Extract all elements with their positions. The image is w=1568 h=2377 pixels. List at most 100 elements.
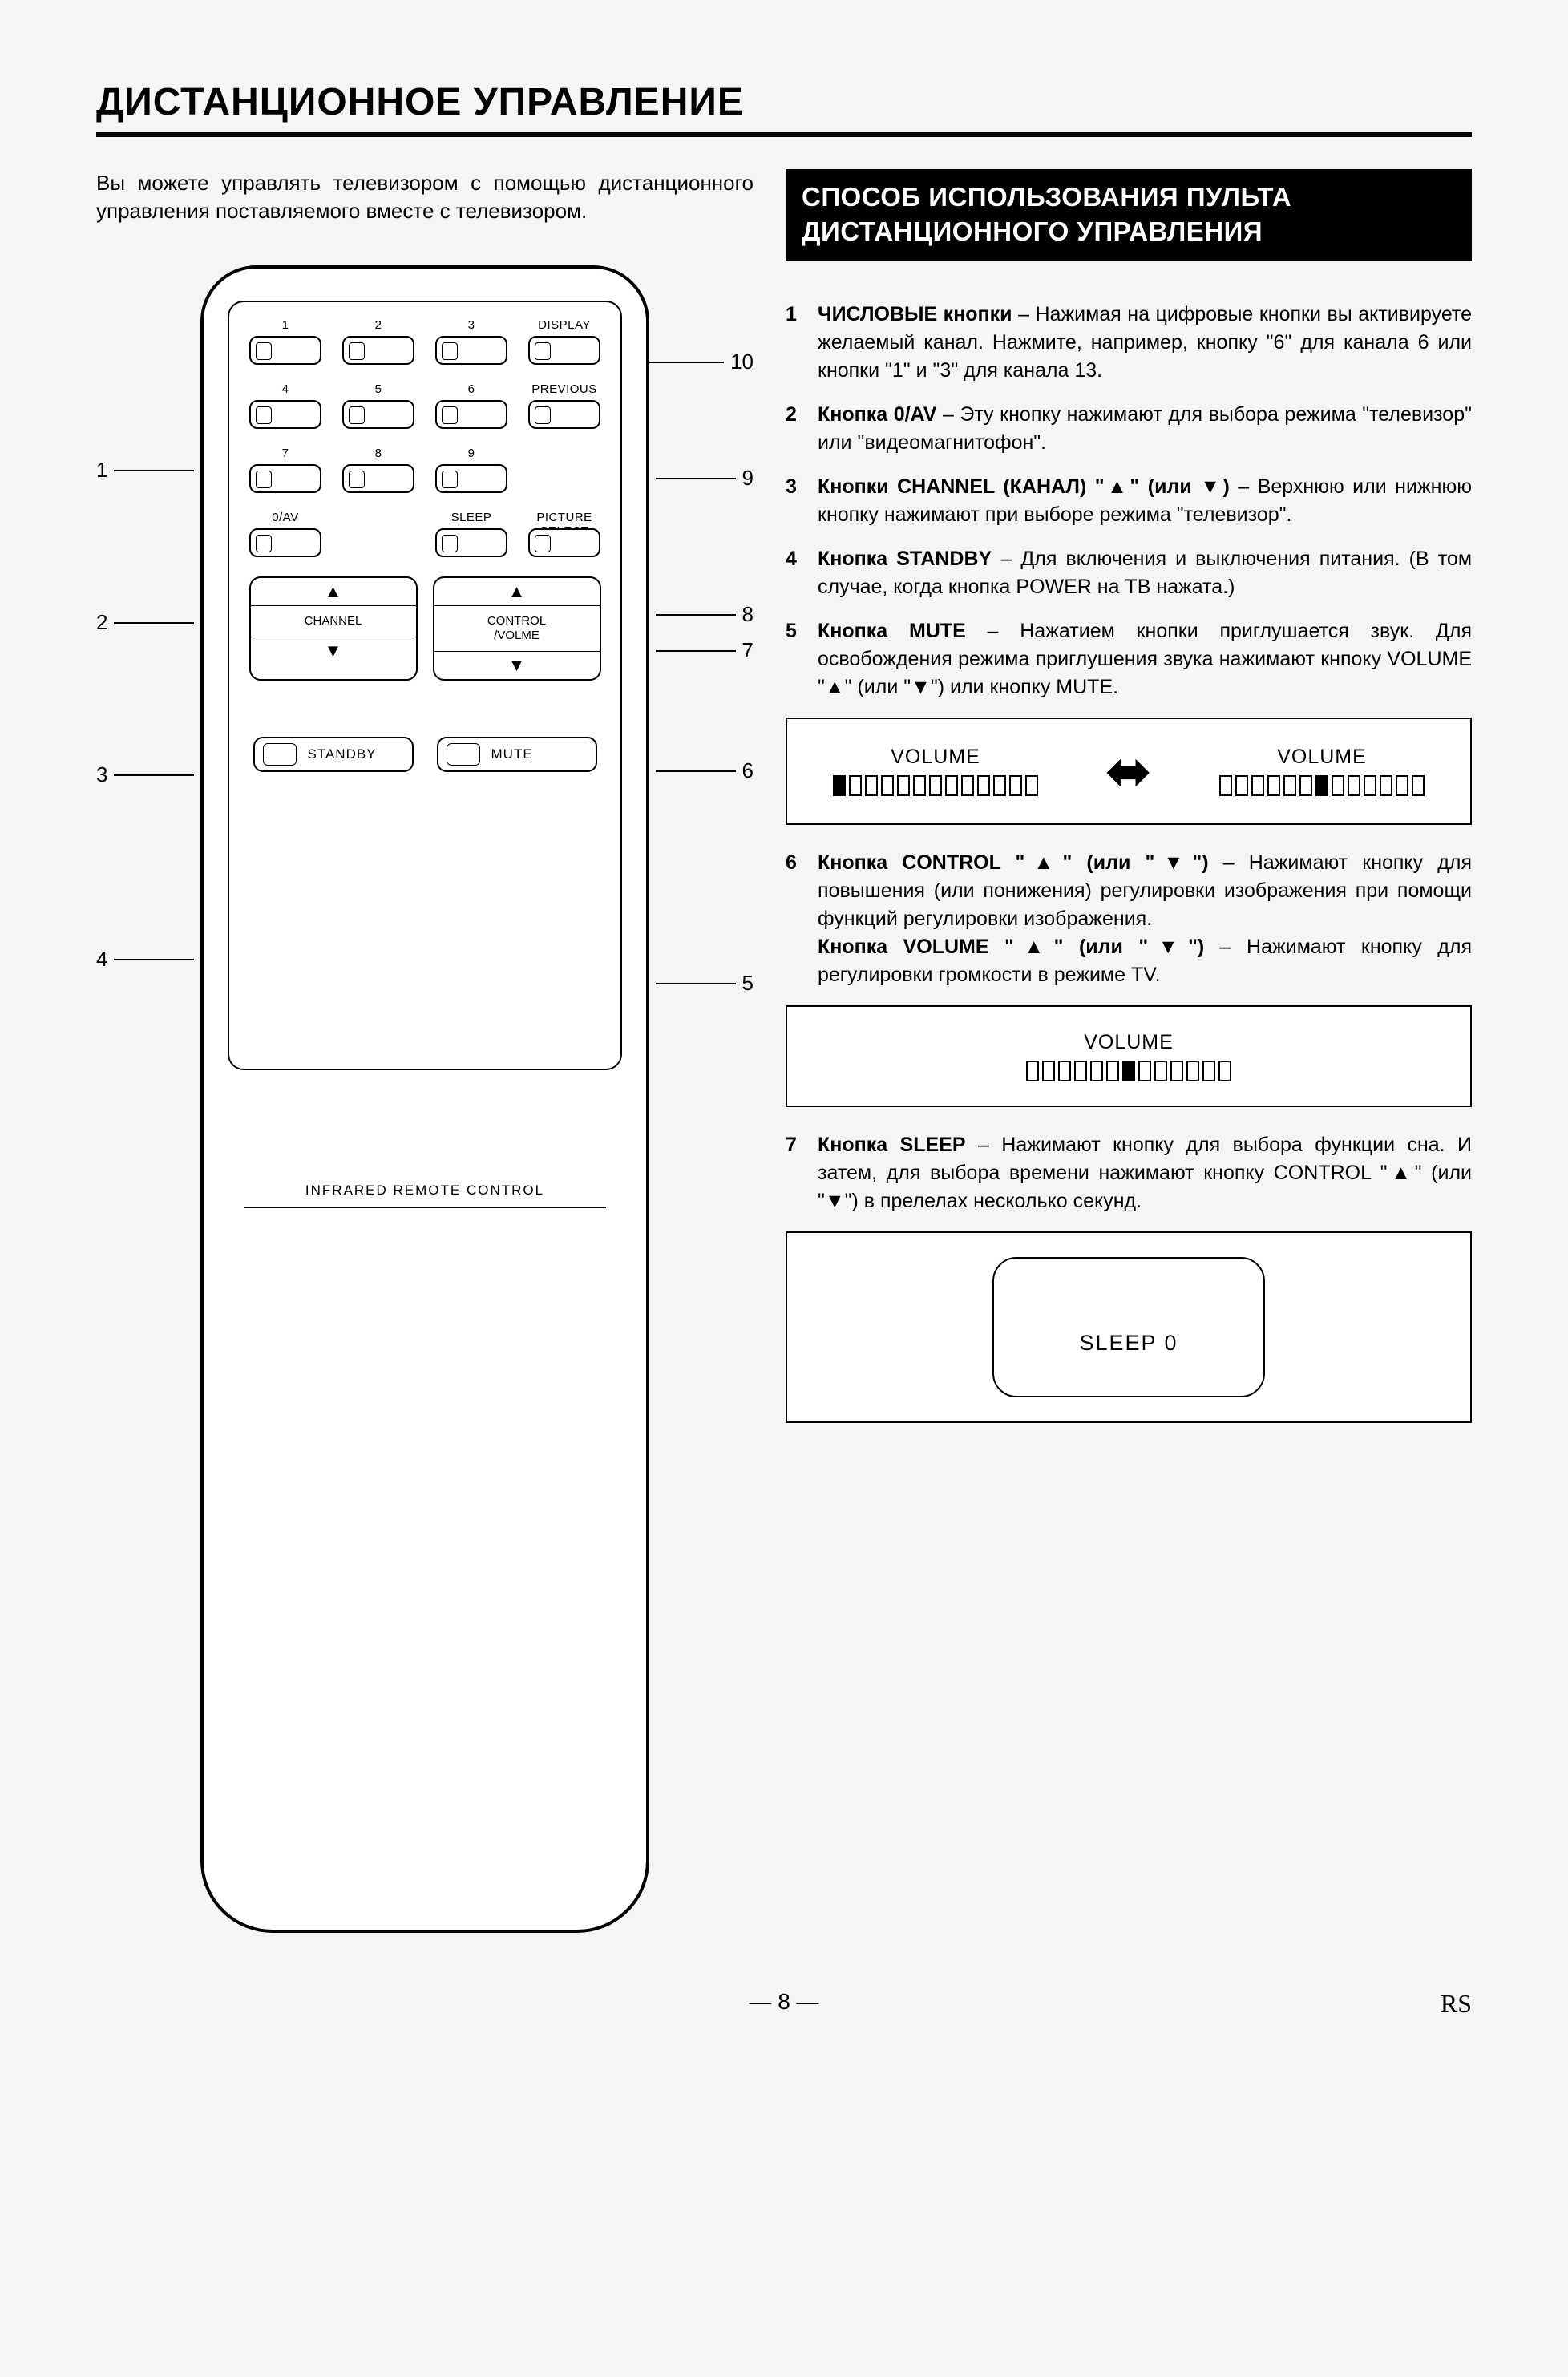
- volume-segment: [1348, 775, 1360, 796]
- volume-indicator-single: VOLUME: [1012, 1031, 1245, 1081]
- volume-segment: [833, 775, 846, 796]
- button-cell: PICTURE SELECT: [520, 511, 608, 568]
- button-label: PICTURE SELECT: [520, 511, 608, 525]
- item-number: 4: [786, 545, 818, 601]
- button-cell: 6: [427, 382, 515, 440]
- callout: 1: [96, 458, 194, 483]
- volume-segment: [1074, 1061, 1087, 1081]
- button-cell: [334, 511, 422, 568]
- mute-button: MUTE: [437, 737, 597, 772]
- volume-segment: [865, 775, 878, 796]
- volume-segment: [977, 775, 990, 796]
- volume-segment: [1218, 1061, 1231, 1081]
- volume-segment: [1186, 1061, 1199, 1081]
- list-item: 1ЧИСЛОВЫЕ кнопки – Нажимая на цифровые к…: [786, 301, 1472, 385]
- volume-segment: [897, 775, 910, 796]
- button-label: 9: [427, 447, 515, 461]
- button-cell: 7: [241, 447, 329, 504]
- volume-segment: [945, 775, 958, 796]
- callout-number: 4: [96, 947, 107, 972]
- remote-button: [342, 464, 414, 493]
- callout-line: [656, 770, 736, 772]
- item-number: 3: [786, 473, 818, 529]
- remote-button: [249, 464, 321, 493]
- volume-segment: [961, 775, 974, 796]
- volume-segment: [1396, 775, 1408, 796]
- title-rule: [96, 132, 1472, 137]
- volume-segment: [1042, 1061, 1055, 1081]
- button-label: 8: [334, 447, 422, 461]
- down-arrow-icon: ▼: [251, 642, 416, 660]
- volume-segment: [1283, 775, 1296, 796]
- remote-diagram: 1234 1098765 123DISPLAY 456PREVIOUS 789 …: [96, 265, 754, 1949]
- section-header: СПОСОБ ИСПОЛЬЗОВАНИЯ ПУЛЬТА ДИСТАНЦИОННО…: [786, 169, 1472, 261]
- button-cell: 0/AV: [241, 511, 329, 568]
- callout-number: 6: [742, 758, 754, 783]
- button-label: 6: [427, 382, 515, 397]
- double-arrow-icon: ⬌: [1105, 743, 1153, 799]
- callout: 4: [96, 947, 194, 972]
- callout-line: [114, 470, 194, 471]
- remote-button: [249, 400, 321, 429]
- callout-number: 7: [742, 638, 754, 663]
- channel-rocker: ▲ CHANNEL ▼: [249, 576, 418, 681]
- volume-segment: [1202, 1061, 1215, 1081]
- volume-segment: [929, 775, 942, 796]
- up-arrow-icon: ▲: [251, 583, 416, 600]
- volume-segment: [913, 775, 926, 796]
- callout: 9: [656, 466, 754, 491]
- button-label: 3: [427, 318, 515, 333]
- button-label: 5: [334, 382, 422, 397]
- button-label: 1: [241, 318, 329, 333]
- volume-segment: [849, 775, 862, 796]
- volume-indicator-low: VOLUME: [819, 746, 1052, 796]
- volume-segment: [1299, 775, 1312, 796]
- remote-button: [249, 336, 321, 365]
- button-cell: 3: [427, 318, 515, 376]
- list-item: 4Кнопка STANDBY – Для включения и выключ…: [786, 545, 1472, 601]
- callout-number: 9: [742, 466, 754, 491]
- sleep-indicator: SLEEP 0: [992, 1257, 1265, 1397]
- volume-segment: [1315, 775, 1328, 796]
- volume-segment: [1138, 1061, 1151, 1081]
- volume-segment: [881, 775, 894, 796]
- volume-segment: [1380, 775, 1392, 796]
- button-label: DISPLAY: [520, 318, 608, 333]
- button-cell: [520, 447, 608, 504]
- item-number: 1: [786, 301, 818, 385]
- standby-label: STANDBY: [308, 746, 377, 762]
- remote-button: [528, 528, 600, 557]
- item-body: Кнопка MUTE – Нажатием кнопки приглушает…: [818, 617, 1472, 701]
- callout-line: [114, 774, 194, 776]
- volume-segment: [1235, 775, 1248, 796]
- button-cell: 8: [334, 447, 422, 504]
- callout: 3: [96, 762, 194, 787]
- remote-button: [342, 400, 414, 429]
- item-body: Кнопка 0/AV – Эту кнопку нажимают для вы…: [818, 401, 1472, 457]
- remote-button: [528, 336, 600, 365]
- item-body: Кнопки CHANNEL (КАНАЛ) "▲" (или ▼) – Вер…: [818, 473, 1472, 529]
- mute-label: MUTE: [491, 746, 533, 762]
- callout-line: [656, 650, 736, 652]
- button-label: PREVIOUS: [520, 382, 608, 397]
- button-cell: DISPLAY: [520, 318, 608, 376]
- button-label: 4: [241, 382, 329, 397]
- control-label: CONTROL: [487, 614, 546, 628]
- button-cell: SLEEP: [427, 511, 515, 568]
- callout-number: 8: [742, 602, 754, 627]
- volume-segment: [1170, 1061, 1183, 1081]
- divider-line: [244, 1207, 606, 1208]
- volume-segment: [1251, 775, 1264, 796]
- button-label: 7: [241, 447, 329, 461]
- volume-segment: [1025, 775, 1038, 796]
- callout: 6: [656, 758, 754, 783]
- volume-segment: [1332, 775, 1344, 796]
- callout-number: 10: [730, 350, 754, 374]
- remote-button: [435, 336, 507, 365]
- remote-button: [249, 528, 321, 557]
- volume-segment: [1058, 1061, 1071, 1081]
- callout: 8: [656, 602, 754, 627]
- item-body: ЧИСЛОВЫЕ кнопки – Нажимая на цифровые кн…: [818, 301, 1472, 385]
- volume-segment: [1364, 775, 1376, 796]
- button-cell: 1: [241, 318, 329, 376]
